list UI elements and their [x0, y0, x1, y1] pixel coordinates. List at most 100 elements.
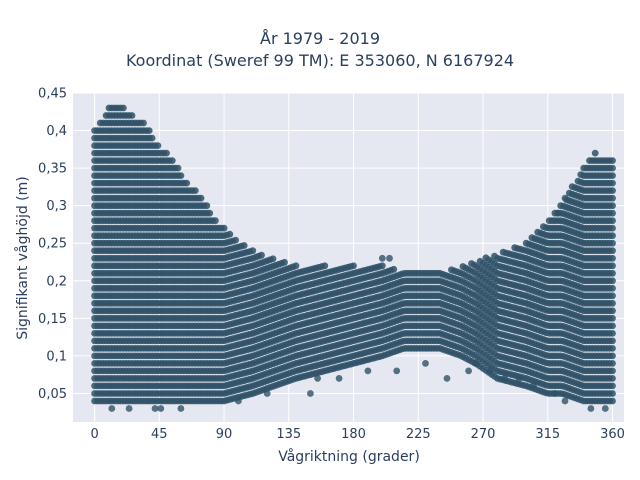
- data-point: [393, 367, 401, 375]
- data-point: [609, 164, 616, 172]
- data-point: [443, 375, 451, 382]
- data-point: [609, 232, 616, 240]
- data-point: [609, 247, 616, 255]
- data-point: [609, 269, 616, 277]
- data-point: [587, 405, 595, 412]
- chart-title: År 1979 - 2019: [260, 29, 380, 48]
- y-axis-ticks: 0,05 0,1 0,15 0,2 0,25 0,3 0,35 0,4 0,45: [38, 87, 67, 402]
- data-point: [258, 251, 265, 259]
- data-point: [378, 254, 386, 262]
- data-point: [609, 390, 616, 397]
- data-point: [601, 405, 609, 412]
- y-tick-label: 0,45: [38, 87, 67, 102]
- data-point: [609, 209, 616, 217]
- y-tick-label: 0,2: [46, 274, 67, 289]
- data-point: [561, 397, 569, 405]
- data-point: [609, 254, 616, 262]
- data-point: [422, 360, 429, 367]
- data-point: [350, 262, 357, 270]
- x-tick-label: 0: [90, 427, 98, 442]
- data-point: [609, 292, 616, 300]
- data-point: [609, 330, 616, 337]
- data-point: [609, 345, 616, 352]
- data-point: [609, 179, 616, 187]
- data-point: [609, 375, 616, 382]
- data-point: [145, 127, 153, 134]
- data-point: [163, 149, 170, 157]
- data-point: [269, 255, 277, 263]
- data-point: [314, 375, 321, 382]
- data-point: [609, 262, 616, 270]
- data-point: [609, 322, 616, 330]
- data-point: [226, 230, 234, 238]
- x-axis-ticks: 0 45 90 135 180 225 270 315 360: [90, 427, 624, 442]
- data-point: [609, 277, 616, 285]
- x-tick-label: 90: [216, 427, 233, 442]
- data-point: [174, 164, 182, 172]
- data-point: [609, 239, 616, 247]
- chart-subtitle: Koordinat (Sweref 99 TM): E 353060, N 61…: [125, 51, 515, 70]
- data-point: [177, 405, 185, 412]
- y-tick-label: 0,3: [46, 199, 67, 214]
- data-point: [364, 367, 372, 375]
- x-axis-label: Vågriktning (grader): [278, 448, 420, 465]
- x-tick-label: 180: [341, 427, 366, 442]
- data-point: [591, 149, 599, 157]
- data-point: [203, 202, 211, 210]
- y-tick-label: 0,15: [38, 312, 67, 327]
- data-point: [307, 390, 314, 397]
- data-point: [125, 405, 133, 412]
- data-point: [183, 179, 191, 187]
- x-tick-label: 270: [471, 427, 496, 442]
- data-point: [154, 142, 162, 150]
- y-tick-label: 0,1: [46, 349, 67, 364]
- data-point: [609, 172, 616, 180]
- data-point: [501, 375, 508, 382]
- x-tick-label: 315: [535, 427, 560, 442]
- data-point: [148, 134, 156, 142]
- y-tick-label: 0,35: [38, 162, 67, 177]
- data-point: [609, 187, 616, 195]
- data-point: [128, 112, 136, 119]
- data-point: [609, 202, 616, 210]
- data-point: [609, 352, 616, 360]
- y-tick-label: 0,25: [38, 237, 67, 252]
- x-tick-label: 135: [276, 427, 301, 442]
- data-point: [609, 224, 616, 232]
- x-tick-label: 360: [600, 427, 625, 442]
- data-point: [561, 194, 569, 202]
- data-point: [486, 367, 494, 375]
- data-point: [609, 194, 616, 202]
- data-point: [120, 104, 127, 112]
- data-point: [378, 262, 386, 270]
- data-point: [235, 397, 242, 405]
- data-point: [168, 157, 176, 165]
- data-point: [335, 375, 343, 382]
- data-point: [108, 405, 116, 412]
- data-point: [157, 405, 165, 412]
- data-point: [240, 242, 248, 249]
- data-point: [197, 194, 205, 202]
- y-tick-label: 0,4: [46, 124, 67, 139]
- data-point: [609, 360, 616, 367]
- data-point: [386, 254, 393, 262]
- data-point: [609, 314, 616, 322]
- data-points: [91, 104, 616, 412]
- y-tick-label: 0,05: [38, 387, 67, 402]
- data-point: [515, 375, 523, 382]
- data-point: [263, 390, 271, 397]
- data-point: [609, 157, 616, 165]
- data-point: [390, 265, 398, 273]
- x-tick-label: 225: [406, 427, 431, 442]
- data-point: [292, 262, 300, 270]
- x-tick-label: 45: [151, 427, 168, 442]
- data-point: [140, 119, 147, 127]
- data-point: [191, 187, 199, 195]
- data-point: [232, 236, 240, 244]
- data-point: [609, 337, 616, 345]
- data-point: [151, 405, 159, 412]
- data-point: [551, 390, 559, 397]
- data-point: [609, 367, 616, 375]
